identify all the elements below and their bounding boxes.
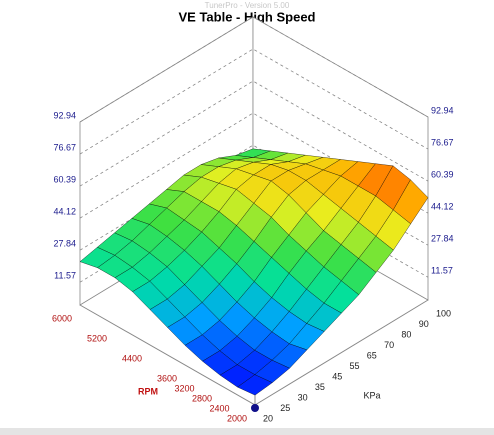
x-tick-label: 2800	[192, 393, 212, 403]
cursor-dot	[251, 404, 259, 412]
y-tick-label: 65	[367, 350, 377, 360]
z-tick-label: 92.94	[53, 110, 76, 120]
y-tick-label: 70	[384, 340, 394, 350]
x-tick-label: 3200	[174, 383, 194, 393]
z-tick-label: 60.39	[53, 174, 76, 184]
x-tick-label: 4400	[122, 353, 142, 363]
z-tick-label: 11.57	[54, 271, 76, 281]
x-tick-label: 2400	[209, 403, 229, 413]
z-tick-label: 44.12	[53, 207, 76, 217]
surface-cell	[237, 374, 273, 396]
y-axis-title: KPa	[363, 390, 380, 400]
status-strip	[0, 428, 494, 435]
y-tick-label: 20	[263, 413, 273, 423]
x-tick-label: 5200	[87, 333, 107, 343]
y-tick-label: 100	[436, 308, 451, 318]
x-tick-label: 2000	[227, 413, 247, 423]
surface	[79, 148, 429, 396]
y-tick-label: 90	[419, 319, 429, 329]
x-axis-title: RPM	[138, 386, 158, 396]
z-tick-label: 60.39	[431, 169, 454, 179]
labels: 11.57 11.57 27.84 27.84 44.12 44.12 60.39 60.39…	[52, 105, 454, 423]
z-tick-label: 76.67	[53, 142, 76, 152]
z-tick-label: 11.57	[431, 266, 453, 276]
chart-title: VE Table - High Speed	[178, 9, 315, 24]
y-tick-label: 30	[298, 392, 308, 402]
z-tick-label: 76.67	[431, 137, 454, 147]
y-tick-label: 45	[332, 371, 342, 381]
grid-line	[79, 80, 429, 187]
x-tick-label: 3600	[157, 373, 177, 383]
y-tick-label: 55	[350, 361, 360, 371]
grid-line	[79, 16, 429, 123]
z-tick-label: 27.84	[53, 239, 76, 249]
floor-edge	[254, 299, 429, 406]
y-tick-label: 35	[315, 382, 325, 392]
grid-line	[79, 48, 429, 155]
z-tick-label: 92.94	[431, 105, 454, 115]
z-tick-label: 27.84	[431, 234, 454, 244]
y-tick-label: 80	[401, 329, 411, 339]
y-tick-label: 25	[280, 403, 290, 413]
x-tick-label: 6000	[52, 313, 72, 323]
floor-edge	[79, 304, 256, 406]
watermark: TunerPro - Version 5.00	[205, 1, 290, 10]
z-tick-label: 44.12	[431, 202, 454, 212]
